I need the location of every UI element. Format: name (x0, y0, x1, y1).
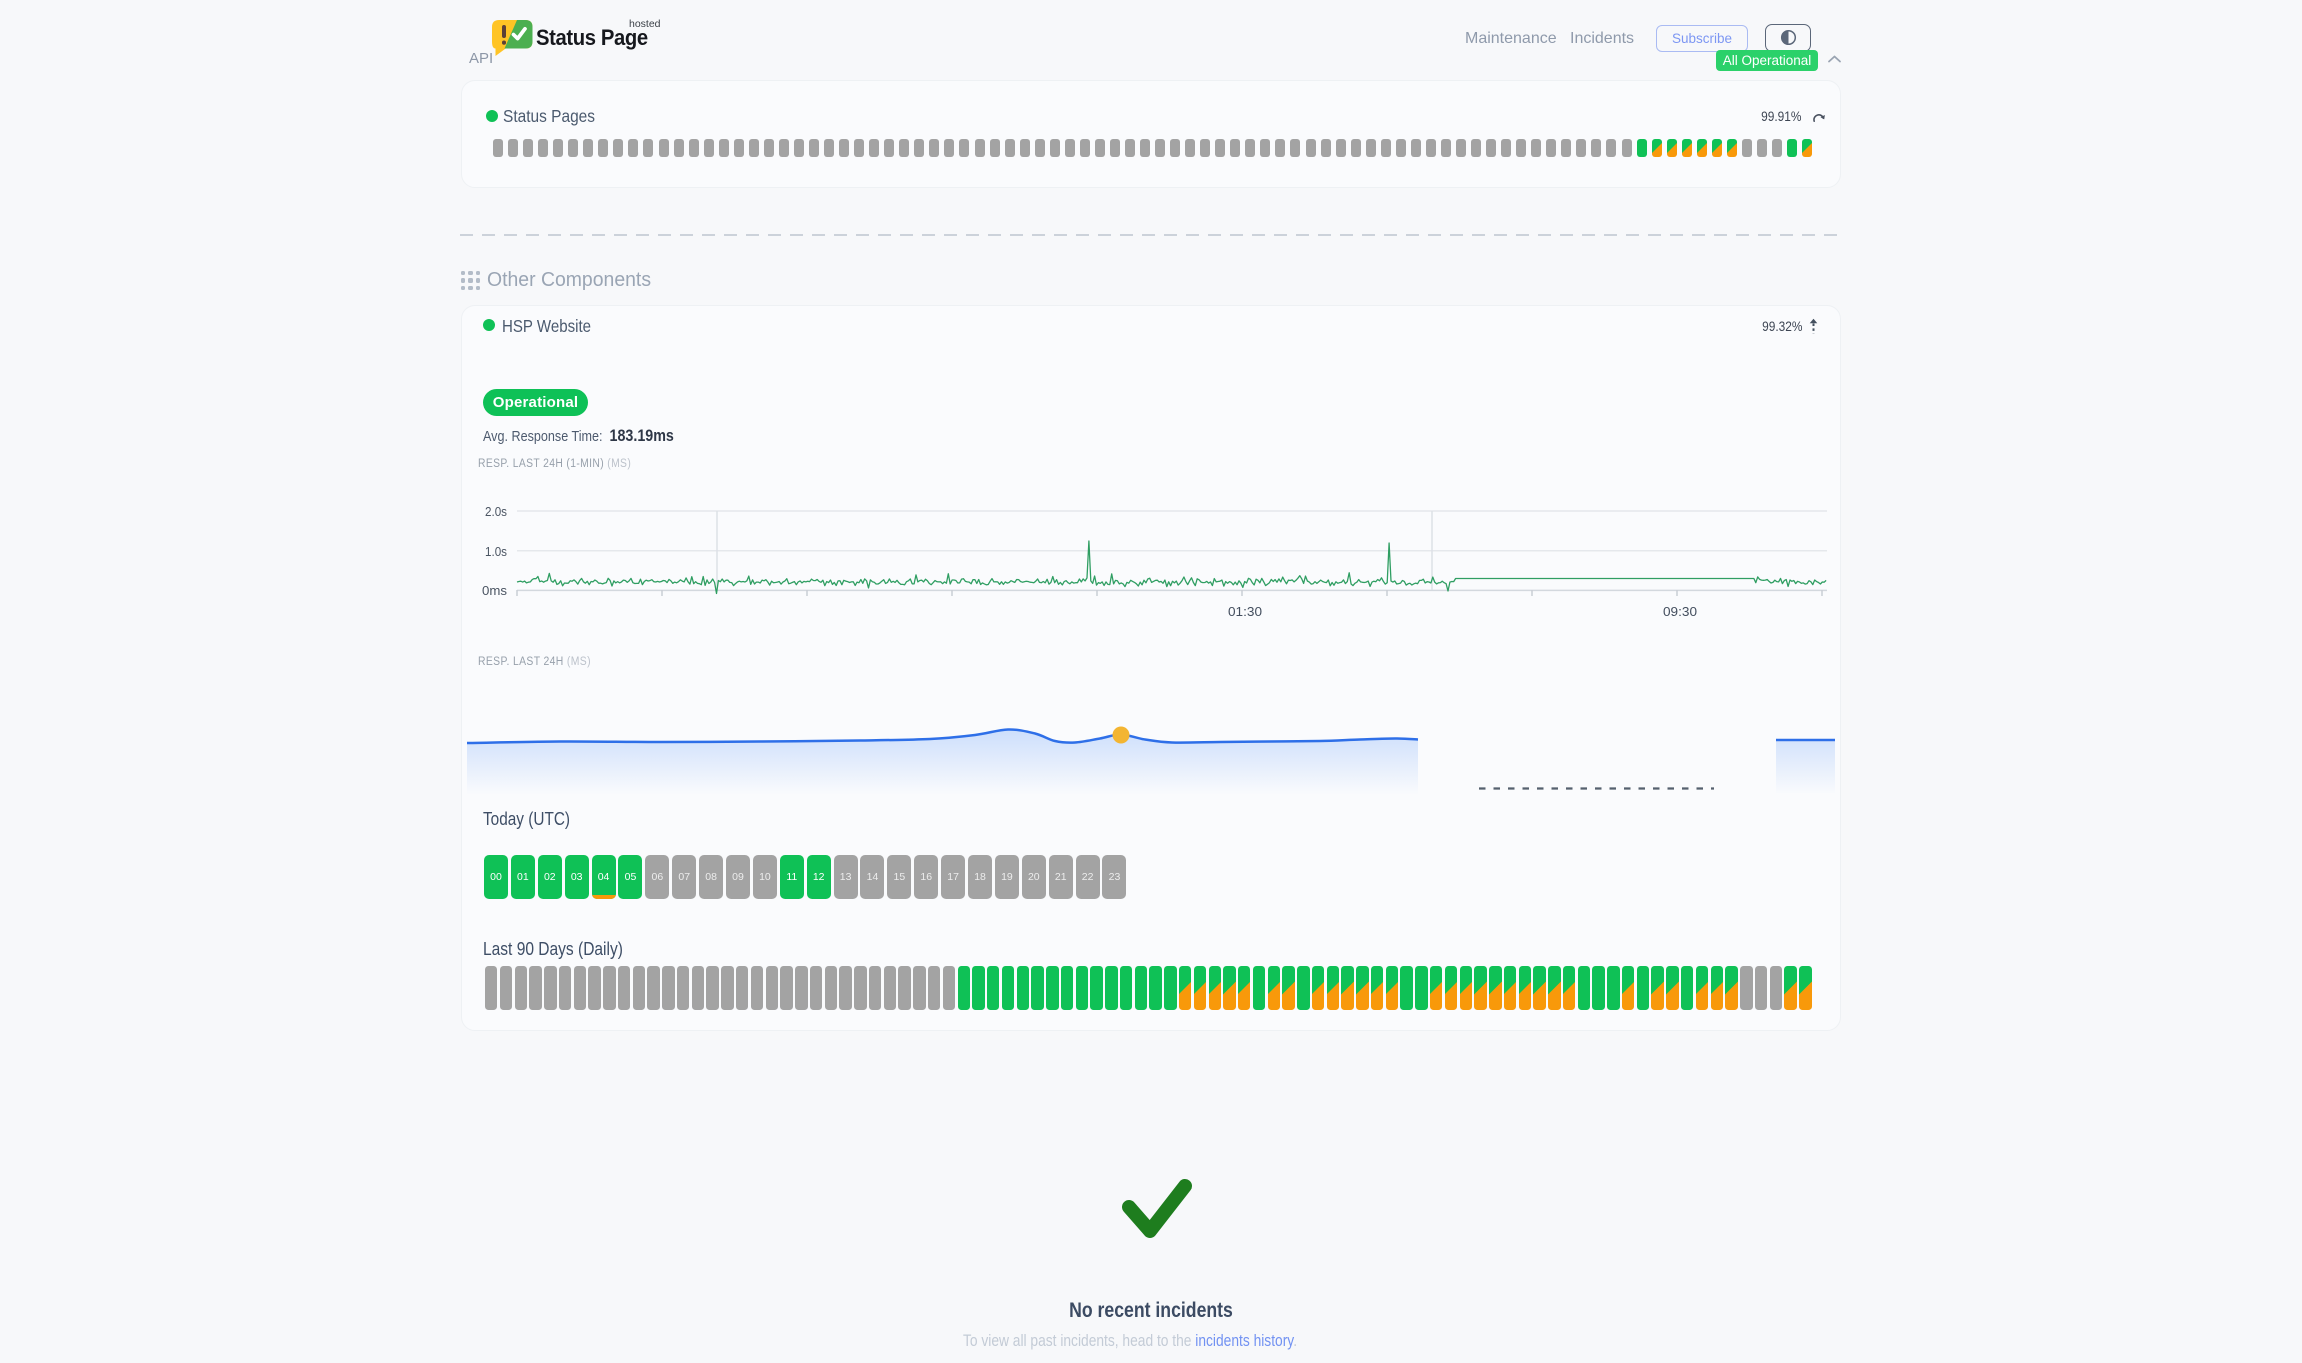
svg-text:0ms: 0ms (482, 584, 507, 598)
svg-text:2.0s: 2.0s (485, 505, 507, 519)
svg-text:1.0s: 1.0s (485, 545, 507, 559)
svg-text:09:30: 09:30 (1663, 605, 1697, 619)
svg-text:01:30: 01:30 (1228, 605, 1262, 619)
